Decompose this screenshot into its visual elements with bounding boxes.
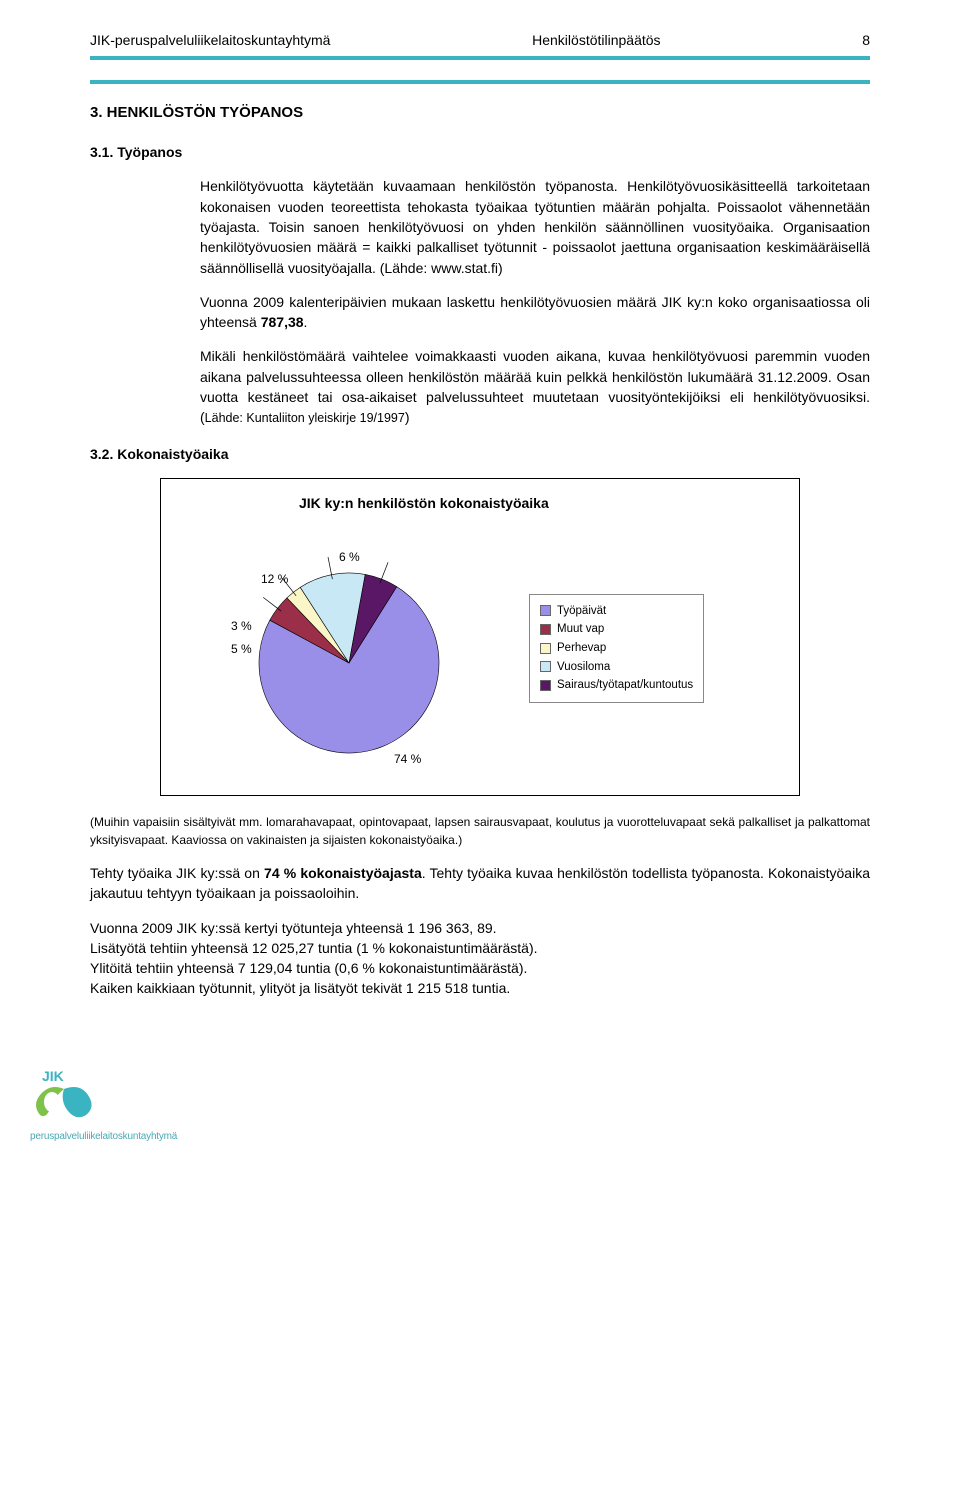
legend-label: Työpäivät xyxy=(557,603,606,620)
header-left: JIK-peruspalveluliikelaitoskuntayhtymä xyxy=(90,30,330,50)
footer-logo: JIK peruspalveluliikelaitoskuntayhtymä xyxy=(0,1069,960,1145)
legend-item: Vuosiloma xyxy=(540,659,693,676)
body-3-1: Henkilötyövuotta käytetään kuvaamaan hen… xyxy=(200,176,870,427)
body-3-2: (Muihin vapaisiin sisältyivät mm. lomara… xyxy=(90,814,870,999)
header-center: Henkilöstötilinpäätös xyxy=(532,30,660,50)
text: ) xyxy=(405,409,410,425)
pie-percent-label: 6 % xyxy=(339,549,360,566)
legend-label: Perhevap xyxy=(557,640,606,657)
pie-percent-label: 12 % xyxy=(261,571,288,588)
paragraph: Vuonna 2009 JIK ky:ssä kertyi työtunteja… xyxy=(90,918,870,999)
legend-item: Työpäivät xyxy=(540,603,693,620)
legend-item: Sairaus/työtapat/kuntoutus xyxy=(540,677,693,694)
pie-chart: 74 % 5 % 3 % 12 % 6 % xyxy=(179,523,499,773)
chart-title: JIK ky:n henkilöstön kokonaistyöaika xyxy=(299,493,781,513)
header-rule xyxy=(90,56,870,84)
pie-percent-label: 3 % xyxy=(231,618,252,635)
jik-logo-icon: JIK xyxy=(30,1069,100,1125)
text: . xyxy=(304,314,308,330)
chart-footnote: (Muihin vapaisiin sisältyivät mm. lomara… xyxy=(90,814,870,849)
chart-legend: TyöpäivätMuut vap Perhevap VuosilomaSairau… xyxy=(529,594,704,703)
value-pct: 74 % kokonaistyöajasta xyxy=(264,865,422,881)
legend-swatch xyxy=(540,643,551,654)
paragraph: Henkilötyövuotta käytetään kuvaamaan hen… xyxy=(200,176,870,277)
logo-text: peruspalveluliikelaitoskuntayhtymä xyxy=(30,1130,960,1145)
page-header: JIK-peruspalveluliikelaitoskuntayhtymä H… xyxy=(90,30,870,50)
value-htv: 787,38 xyxy=(261,314,304,330)
pie-percent-label: 5 % xyxy=(231,641,252,658)
subsection-heading-3-2: 3.2. Kokonaistyöaika xyxy=(90,444,870,464)
legend-swatch xyxy=(540,624,551,635)
pie-percent-label: 74 % xyxy=(394,751,421,768)
legend-item: Muut vap xyxy=(540,621,693,638)
legend-swatch xyxy=(540,605,551,616)
legend-item: Perhevap xyxy=(540,640,693,657)
chart-container: JIK ky:n henkilöstön kokonaistyöaika 74 … xyxy=(160,478,800,796)
legend-swatch xyxy=(540,661,551,672)
legend-label: Muut vap xyxy=(557,621,604,638)
section-heading-3: 3. HENKILÖSTÖN TYÖPANOS xyxy=(90,102,870,124)
legend-label: Vuosiloma xyxy=(557,659,610,676)
citation: Lähde: Kuntaliiton yleiskirje 19/1997 xyxy=(205,411,405,425)
paragraph: Vuonna 2009 kalenteripäivien mukaan lask… xyxy=(200,292,870,333)
legend-swatch xyxy=(540,680,551,691)
subsection-heading-3-1: 3.1. Työpanos xyxy=(90,142,870,162)
legend-label: Sairaus/työtapat/kuntoutus xyxy=(557,677,693,694)
paragraph: Mikäli henkilöstömäärä vaihtelee voimakk… xyxy=(200,346,870,427)
header-page-number: 8 xyxy=(862,30,870,50)
text: Tehty työaika JIK ky:ssä on xyxy=(90,865,264,881)
paragraph: Tehty työaika JIK ky:ssä on 74 % kokonai… xyxy=(90,863,870,904)
svg-text:JIK: JIK xyxy=(42,1069,64,1084)
